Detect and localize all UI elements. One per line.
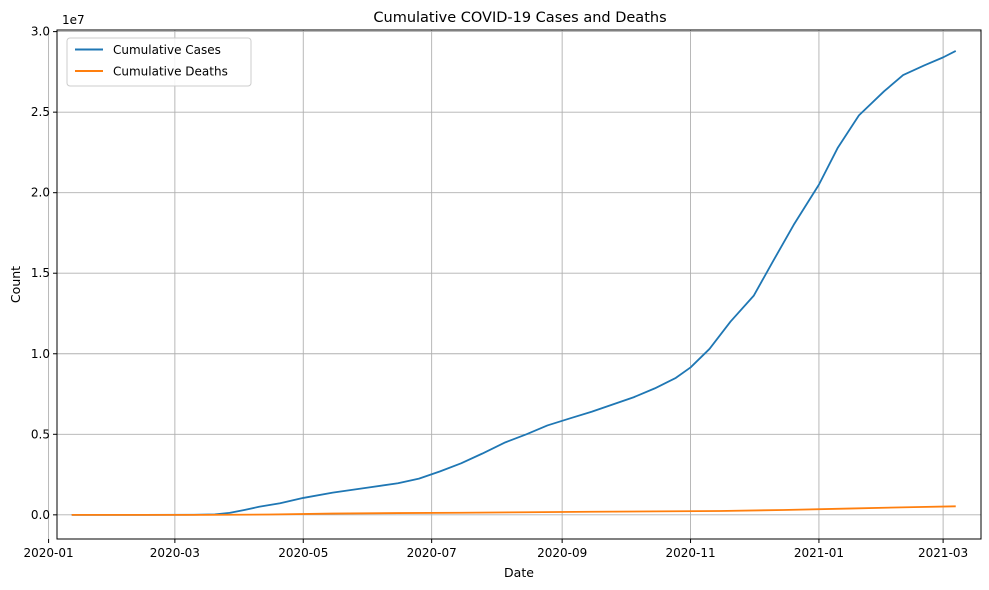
y-tick-label: 3.0: [31, 25, 50, 39]
legend-label-deaths: Cumulative Deaths: [113, 65, 228, 79]
x-axis-label: Date: [504, 565, 534, 580]
cumulative-deaths-line: [71, 505, 956, 516]
y-tick-label: 2.0: [31, 186, 50, 200]
x-tick-label: 2020-11: [665, 546, 715, 560]
y-tick-label: 1.5: [31, 266, 50, 280]
y-axis-label: Count: [8, 266, 23, 303]
x-tick-label: 2020-01: [24, 546, 74, 560]
x-tick-label: 2020-03: [150, 546, 200, 560]
series-lines: [71, 50, 957, 516]
y-tick-label: 0.5: [31, 427, 50, 441]
x-tick-label: 2020-07: [407, 546, 457, 560]
legend-box: [66, 37, 252, 87]
x-tick-label: 2020-09: [537, 546, 587, 560]
plot-frame: [56, 29, 982, 540]
cumulative-cases-line: [71, 50, 957, 516]
x-tick-label: 2021-01: [794, 546, 844, 560]
x-tick-label: 2020-05: [278, 546, 328, 560]
x-tick-label: 2021-03: [918, 546, 968, 560]
legend: Cumulative Cases Cumulative Deaths: [66, 37, 252, 87]
legend-label-cases: Cumulative Cases: [113, 43, 221, 57]
y-tick-label: 2.5: [31, 105, 50, 119]
chart-title: Cumulative COVID-19 Cases and Deaths: [373, 10, 666, 26]
y-tick-label: 1.0: [31, 347, 50, 361]
y-axis-multiplier: 1e7: [62, 13, 85, 27]
axis-ticks: 2020-01 2020-03 2020-05 2020-07 2020-09 2020-…: [24, 25, 969, 560]
grid-lines: [48, 30, 981, 539]
y-tick-label: 0.0: [31, 508, 50, 522]
